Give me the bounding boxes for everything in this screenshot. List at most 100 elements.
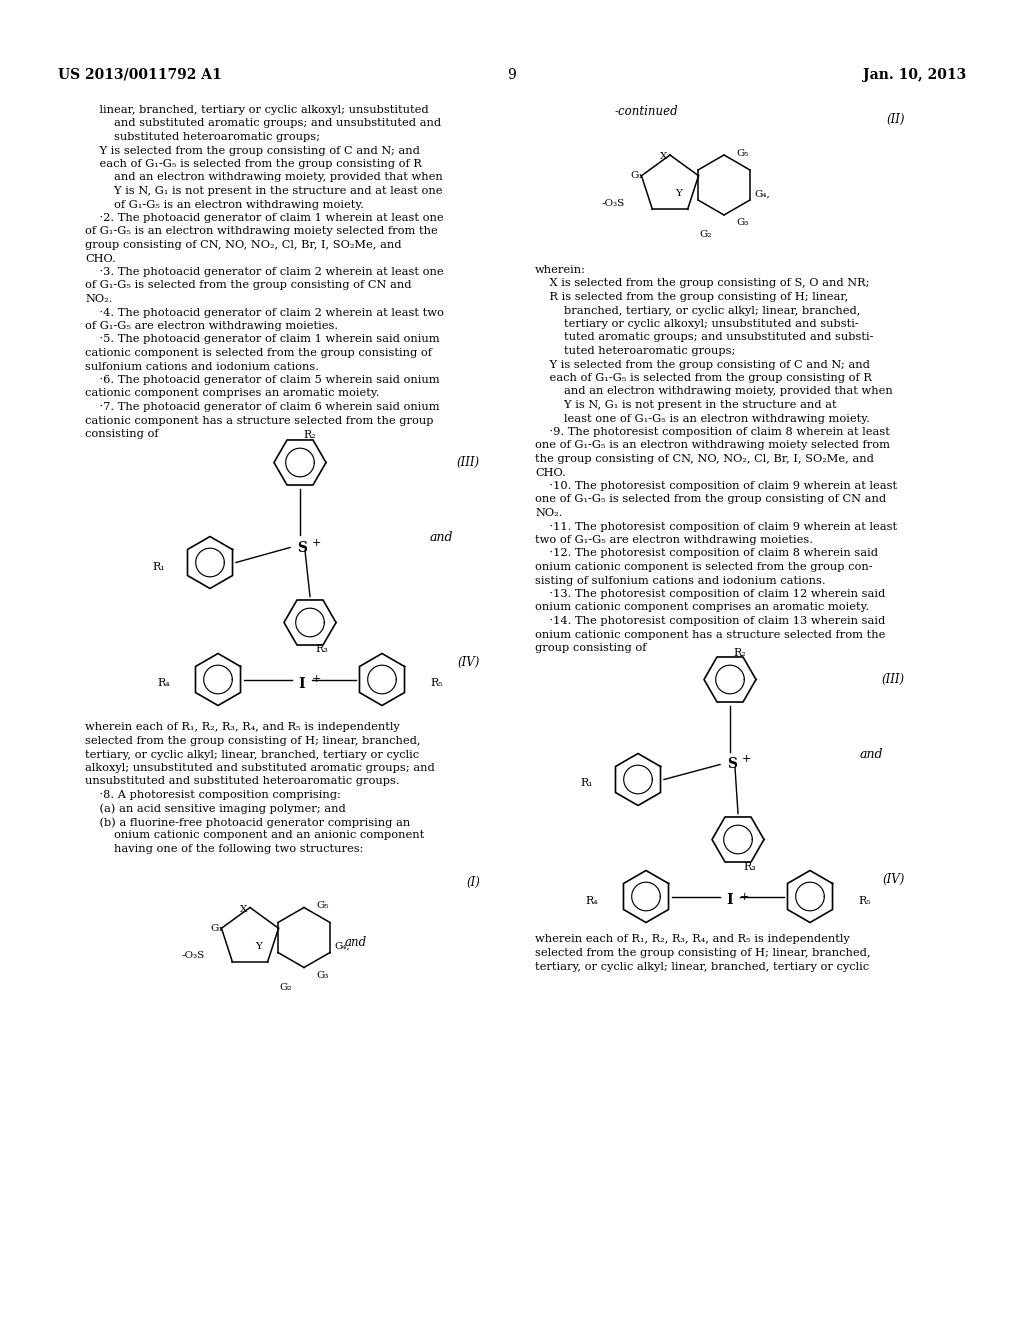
Text: ·3. The photoacid generator of claim 2 wherein at least one: ·3. The photoacid generator of claim 2 w…: [85, 267, 443, 277]
Text: +: +: [742, 755, 752, 764]
Text: least one of G₁-G₅ is an electron withdrawing moiety.: least one of G₁-G₅ is an electron withdr…: [535, 413, 869, 424]
Text: wherein each of R₁, R₂, R₃, R₄, and R₅ is independently: wherein each of R₁, R₂, R₃, R₄, and R₅ i…: [85, 722, 399, 733]
Text: one of G₁-G₅ is selected from the group consisting of CN and: one of G₁-G₅ is selected from the group …: [535, 495, 886, 504]
Text: Y is N, G₁ is not present in the structure and at least one: Y is N, G₁ is not present in the structu…: [85, 186, 442, 195]
Text: R₅: R₅: [858, 895, 870, 906]
Text: alkoxyl; unsubstituted and substituted aromatic groups; and: alkoxyl; unsubstituted and substituted a…: [85, 763, 435, 774]
Text: +: +: [312, 675, 322, 685]
Text: each of G₁-G₅ is selected from the group consisting of R: each of G₁-G₅ is selected from the group…: [535, 374, 871, 383]
Text: (I): (I): [466, 875, 480, 888]
Text: wherein:: wherein:: [535, 265, 586, 275]
Text: tertiary, or cyclic alkyl; linear, branched, tertiary or cyclic: tertiary, or cyclic alkyl; linear, branc…: [535, 961, 869, 972]
Text: and an electron withdrawing moiety, provided that when: and an electron withdrawing moiety, prov…: [535, 387, 893, 396]
Text: and: and: [860, 748, 884, 762]
Text: R₁: R₁: [581, 779, 593, 788]
Text: onium cationic component is selected from the group con-: onium cationic component is selected fro…: [535, 562, 872, 572]
Text: (II): (II): [887, 114, 905, 125]
Text: of G₁-G₅ is an electron withdrawing moiety.: of G₁-G₅ is an electron withdrawing moie…: [85, 199, 364, 210]
Text: cationic component has a structure selected from the group: cationic component has a structure selec…: [85, 416, 433, 425]
Text: S: S: [297, 540, 307, 554]
Text: onium cationic component and an anionic component: onium cationic component and an anionic …: [85, 830, 424, 841]
Text: of G₁-G₅ is selected from the group consisting of CN and: of G₁-G₅ is selected from the group cons…: [85, 281, 412, 290]
Text: G₂: G₂: [280, 982, 292, 991]
Text: ·12. The photoresist composition of claim 8 wherein said: ·12. The photoresist composition of clai…: [535, 549, 878, 558]
Text: (III): (III): [882, 672, 905, 685]
Text: 9: 9: [508, 69, 516, 82]
Text: ·14. The photoresist composition of claim 13 wherein said: ·14. The photoresist composition of clai…: [535, 616, 886, 626]
Text: two of G₁-G₅ are electron withdrawing moieties.: two of G₁-G₅ are electron withdrawing mo…: [535, 535, 813, 545]
Text: R₄: R₄: [586, 895, 598, 906]
Text: R₁: R₁: [153, 561, 165, 572]
Text: G₁: G₁: [211, 924, 223, 933]
Text: G₄,: G₄,: [334, 942, 350, 950]
Text: ·10. The photoresist composition of claim 9 wherein at least: ·10. The photoresist composition of clai…: [535, 480, 897, 491]
Text: tertiary, or cyclic alkyl; linear, branched, tertiary or cyclic: tertiary, or cyclic alkyl; linear, branc…: [85, 750, 419, 759]
Text: ·7. The photoacid generator of claim 6 wherein said onium: ·7. The photoacid generator of claim 6 w…: [85, 403, 439, 412]
Text: each of G₁-G₅ is selected from the group consisting of R: each of G₁-G₅ is selected from the group…: [85, 158, 422, 169]
Text: CHO.: CHO.: [535, 467, 566, 478]
Text: and: and: [430, 531, 454, 544]
Text: -continued: -continued: [615, 106, 679, 117]
Text: tertiary or cyclic alkoxyl; unsubstituted and substi-: tertiary or cyclic alkoxyl; unsubstitute…: [535, 319, 859, 329]
Text: Y is selected from the group consisting of C and N; and: Y is selected from the group consisting …: [535, 359, 869, 370]
Text: US 2013/0011792 A1: US 2013/0011792 A1: [58, 69, 222, 82]
Text: -O₃S: -O₃S: [602, 198, 625, 207]
Text: NO₂.: NO₂.: [535, 508, 562, 517]
Text: CHO.: CHO.: [85, 253, 116, 264]
Text: R is selected from the group consisting of H; linear,: R is selected from the group consisting …: [535, 292, 848, 302]
Text: onium cationic component has a structure selected from the: onium cationic component has a structure…: [535, 630, 886, 639]
Text: G₁: G₁: [631, 172, 643, 181]
Text: X is selected from the group consisting of S, O and NR;: X is selected from the group consisting …: [535, 279, 869, 289]
Text: of G₁-G₅ is an electron withdrawing moiety selected from the: of G₁-G₅ is an electron withdrawing moie…: [85, 227, 437, 236]
Text: (IV): (IV): [883, 873, 905, 886]
Text: and substituted aromatic groups; and unsubstituted and: and substituted aromatic groups; and uns…: [85, 119, 441, 128]
Text: ·4. The photoacid generator of claim 2 wherein at least two: ·4. The photoacid generator of claim 2 w…: [85, 308, 443, 318]
Text: NO₂.: NO₂.: [85, 294, 113, 304]
Text: tuted heteroaromatic groups;: tuted heteroaromatic groups;: [535, 346, 735, 356]
Text: onium cationic component comprises an aromatic moiety.: onium cationic component comprises an ar…: [535, 602, 869, 612]
Text: and an electron withdrawing moiety, provided that when: and an electron withdrawing moiety, prov…: [85, 173, 442, 182]
Text: R₂: R₂: [733, 648, 745, 657]
Text: X: X: [660, 152, 668, 161]
Text: Jan. 10, 2013: Jan. 10, 2013: [863, 69, 966, 82]
Text: one of G₁-G₅ is an electron withdrawing moiety selected from: one of G₁-G₅ is an electron withdrawing …: [535, 441, 890, 450]
Text: R₂: R₂: [303, 430, 315, 441]
Text: and: and: [345, 936, 368, 949]
Text: ·11. The photoresist composition of claim 9 wherein at least: ·11. The photoresist composition of clai…: [535, 521, 897, 532]
Text: selected from the group consisting of H; linear, branched,: selected from the group consisting of H;…: [535, 948, 870, 958]
Text: ·13. The photoresist composition of claim 12 wherein said: ·13. The photoresist composition of clai…: [535, 589, 886, 599]
Text: substituted heteroaromatic groups;: substituted heteroaromatic groups;: [85, 132, 319, 143]
Text: Y is selected from the group consisting of C and N; and: Y is selected from the group consisting …: [85, 145, 420, 156]
Text: having one of the following two structures:: having one of the following two structur…: [85, 843, 364, 854]
Text: the group consisting of CN, NO, NO₂, Cl, Br, I, SO₂Me, and: the group consisting of CN, NO, NO₂, Cl,…: [535, 454, 873, 465]
Text: cationic component is selected from the group consisting of: cationic component is selected from the …: [85, 348, 432, 358]
Text: group consisting of CN, NO, NO₂, Cl, Br, I, SO₂Me, and: group consisting of CN, NO, NO₂, Cl, Br,…: [85, 240, 401, 249]
Text: R₅: R₅: [430, 678, 442, 689]
Text: Y: Y: [256, 942, 262, 950]
Text: ·8. A photoresist composition comprising:: ·8. A photoresist composition comprising…: [85, 789, 341, 800]
Text: ·9. The photoresist composition of claim 8 wherein at least: ·9. The photoresist composition of claim…: [535, 426, 890, 437]
Text: G₅: G₅: [316, 902, 329, 911]
Text: (IV): (IV): [458, 656, 480, 668]
Text: selected from the group consisting of H; linear, branched,: selected from the group consisting of H;…: [85, 737, 421, 746]
Text: +: +: [740, 891, 750, 902]
Text: G₃: G₃: [316, 970, 329, 979]
Text: tuted aromatic groups; and unsubstituted and substi-: tuted aromatic groups; and unsubstituted…: [535, 333, 873, 342]
Text: R₃: R₃: [743, 862, 756, 871]
Text: (b) a fluorine-free photoacid generator comprising an: (b) a fluorine-free photoacid generator …: [85, 817, 411, 828]
Text: branched, tertiary, or cyclic alkyl; linear, branched,: branched, tertiary, or cyclic alkyl; lin…: [535, 305, 860, 315]
Text: unsubstituted and substituted heteroaromatic groups.: unsubstituted and substituted heteroarom…: [85, 776, 399, 787]
Text: G₃: G₃: [736, 218, 749, 227]
Text: G₄,: G₄,: [754, 190, 770, 198]
Text: ·2. The photoacid generator of claim 1 wherein at least one: ·2. The photoacid generator of claim 1 w…: [85, 213, 443, 223]
Text: ·6. The photoacid generator of claim 5 wherein said onium: ·6. The photoacid generator of claim 5 w…: [85, 375, 439, 385]
Text: Y: Y: [676, 190, 682, 198]
Text: R₃: R₃: [315, 644, 328, 655]
Text: +: +: [312, 537, 322, 548]
Text: X: X: [241, 904, 248, 913]
Text: group consisting of: group consisting of: [535, 643, 646, 653]
Text: (a) an acid sensitive imaging polymer; and: (a) an acid sensitive imaging polymer; a…: [85, 804, 346, 814]
Text: sisting of sulfonium cations and iodonium cations.: sisting of sulfonium cations and iodoniu…: [535, 576, 825, 586]
Text: I: I: [727, 894, 733, 908]
Text: -O₃S: -O₃S: [181, 950, 205, 960]
